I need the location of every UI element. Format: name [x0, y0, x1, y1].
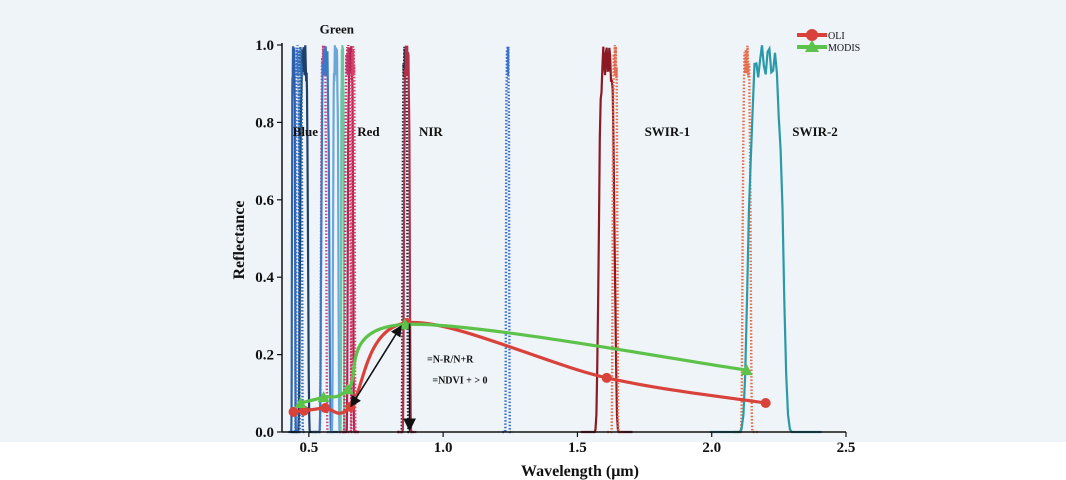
y-tick-label: 1.0 — [255, 38, 274, 54]
band-curve-14 — [502, 46, 513, 434]
modis-point — [317, 391, 330, 403]
band-curve-13 — [397, 45, 417, 434]
modis-point — [294, 396, 307, 408]
band-label: SWIR-2 — [792, 124, 838, 139]
axes: 0.5 1.0 1.5 2.0 2.5 0.0 0.2 0.4 0.6 0.8 1.0 — [255, 38, 855, 456]
y-tick-label: 0.2 — [255, 348, 274, 364]
oli-point — [601, 372, 612, 383]
y-tick-label: 0.0 — [255, 425, 274, 441]
oli-legend-label: OLI — [828, 31, 845, 42]
band-label: Red — [357, 124, 380, 139]
oli-point — [320, 403, 331, 414]
x-axis-label: Wavelength (μm) — [521, 463, 639, 480]
modis-point — [341, 383, 354, 395]
ndvi-arrow-up — [351, 325, 402, 406]
y-axis-label: Reflectance — [231, 200, 248, 279]
x-tick-label: 0.5 — [299, 440, 318, 456]
oli-point — [299, 405, 310, 416]
band-label: NIR — [419, 124, 443, 139]
band-curve-11 — [339, 44, 357, 434]
oli-legend-marker — [806, 29, 818, 41]
modis-legend-label: MODIS — [828, 43, 860, 54]
oli-point — [288, 406, 299, 417]
oli-point — [345, 401, 356, 412]
x-tick-label: 2.0 — [702, 440, 721, 456]
annotation-text: =N-R/N+R — [427, 354, 474, 365]
x-tick-label: 1.5 — [568, 440, 587, 456]
annotation-text: =NDVI + > 0 — [432, 376, 487, 387]
modis-point — [399, 318, 412, 330]
modis-legend-marker — [805, 40, 819, 52]
plot-background — [0, 0, 1066, 442]
oli-point — [760, 397, 771, 408]
y-tick-label: 0.4 — [255, 270, 274, 286]
y-tick-label: 0.8 — [255, 115, 274, 131]
band-curve-16 — [607, 45, 623, 434]
band-curve-2 — [292, 45, 303, 434]
band-curve-18 — [709, 45, 822, 434]
band-labels: Blue Green Red NIR SWIR-1 SWIR-2 =N-R/N+R =NDVI… — [293, 21, 838, 386]
band-label: SWIR-1 — [645, 124, 691, 139]
y-tick-label: 0.6 — [255, 193, 274, 209]
modis-point — [740, 364, 753, 376]
band-label: Blue — [293, 124, 319, 139]
band-label: Green — [320, 21, 355, 36]
data-series — [288, 317, 771, 432]
x-tick-label: 1.0 — [434, 440, 453, 456]
band-curve-10 — [348, 45, 359, 434]
x-tick-label: 2.5 — [837, 440, 856, 456]
